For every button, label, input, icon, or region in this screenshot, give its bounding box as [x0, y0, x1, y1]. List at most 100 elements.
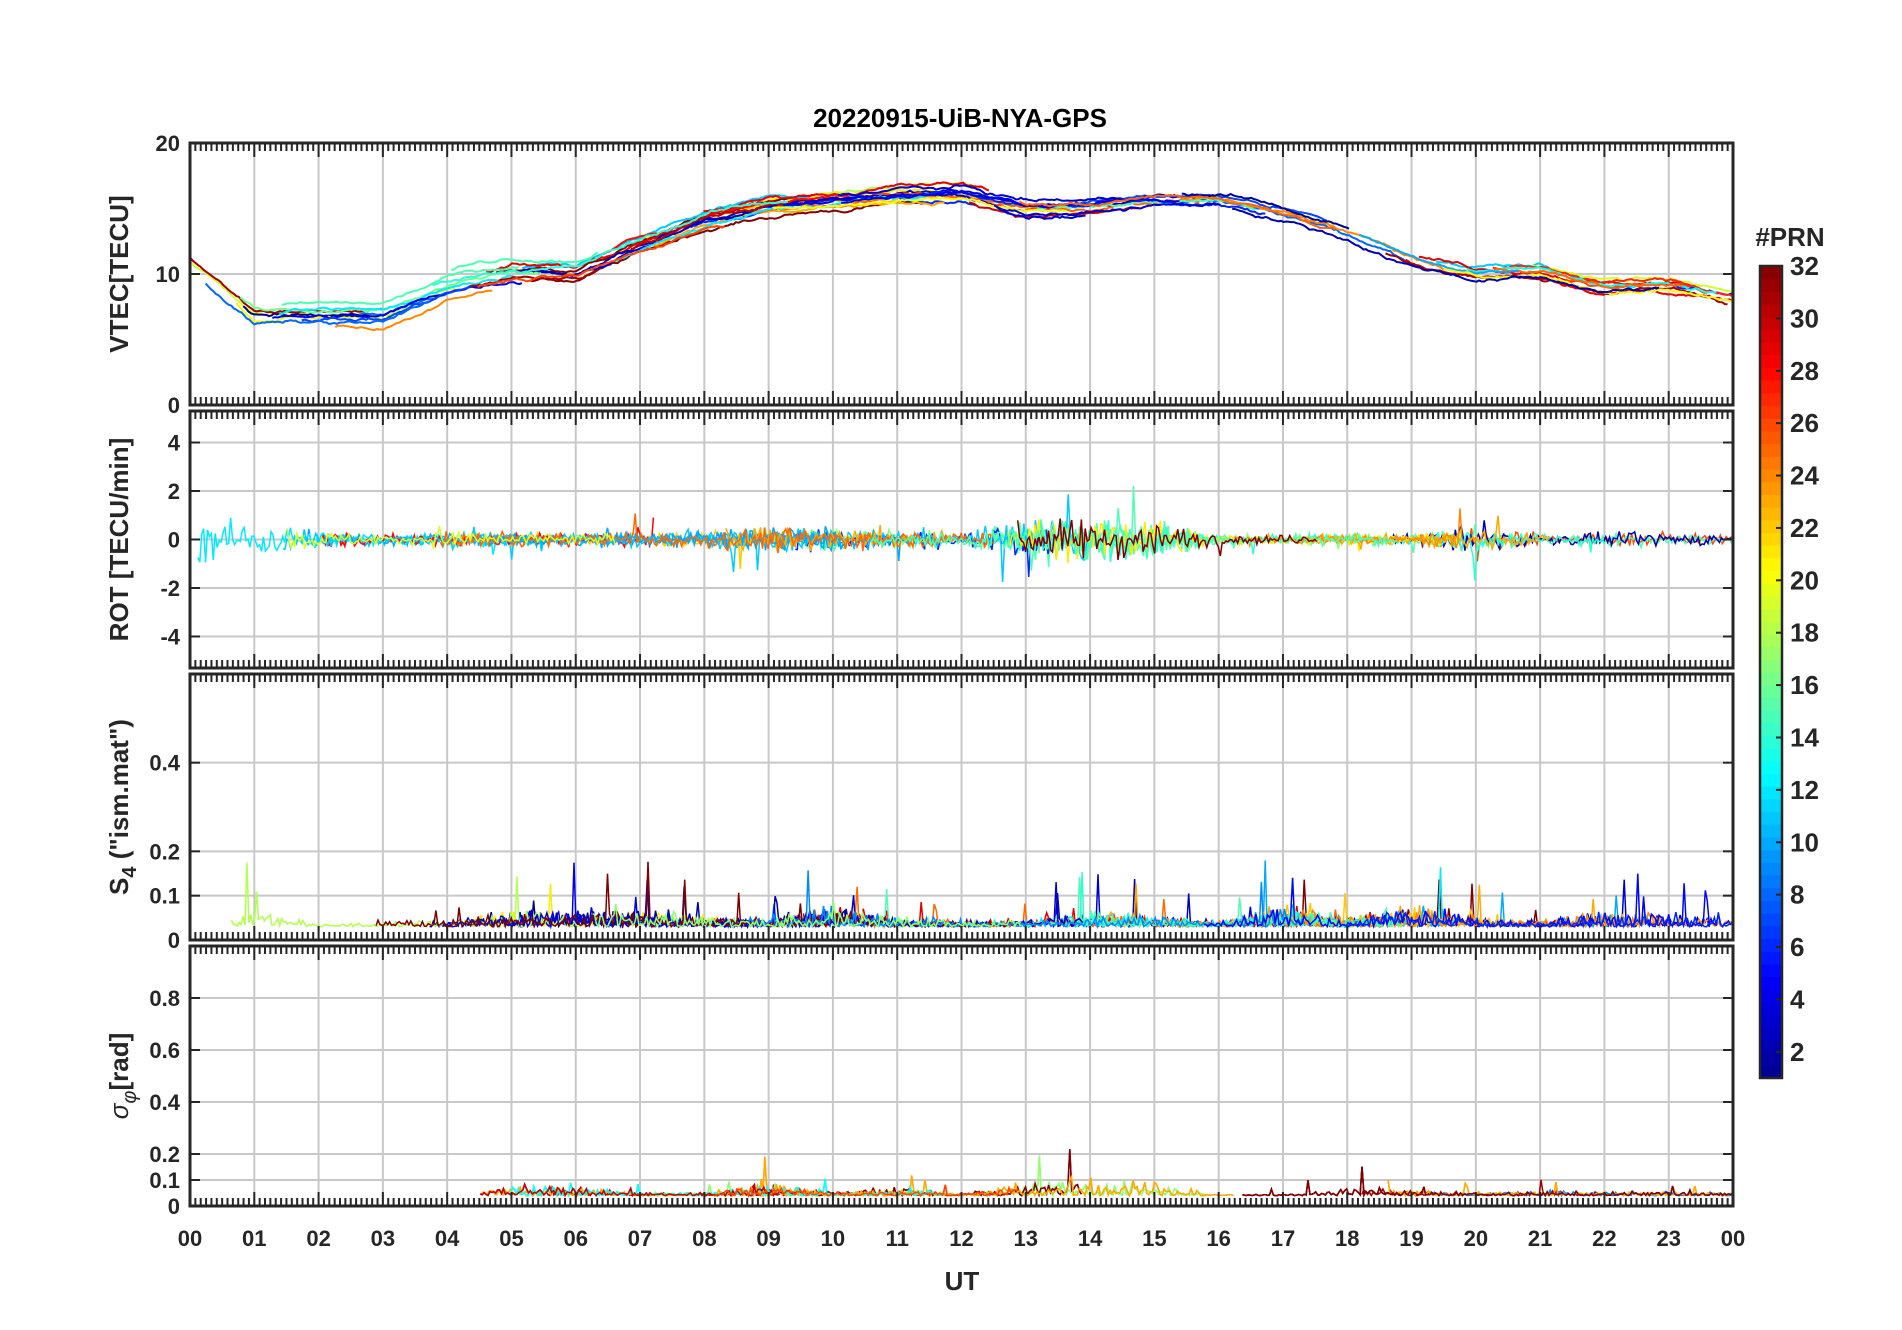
s4-series [230, 862, 581, 929]
rot-series [516, 527, 946, 562]
colorbar-tick-label: 30 [1790, 303, 1819, 333]
colorbar-segment [1760, 1027, 1782, 1041]
x-tick-label: 13 [1014, 1226, 1038, 1251]
colorbar-frame [1758, 264, 1784, 1080]
x-tick-label: 02 [306, 1226, 330, 1251]
colorbar-segment [1760, 684, 1782, 698]
colorbar-segment [1760, 798, 1782, 813]
colorbar-segment [1760, 1001, 1782, 1016]
y-tick-label: 0.2 [149, 1142, 180, 1167]
colorbar-segment [1760, 849, 1782, 863]
y-tick-label: 0 [168, 528, 180, 553]
colorbar-segment [1760, 595, 1782, 610]
s4-panel: 0 0.1 0.2 0.4 S4 ("ism.mat") [104, 672, 1735, 953]
colorbar-segment [1760, 367, 1782, 381]
colorbar-tick-label: 22 [1790, 513, 1819, 543]
vtec-series [301, 284, 475, 323]
y-axis-label: S4 ("ism.mat") [104, 719, 141, 895]
x-tick-label: 23 [1656, 1226, 1680, 1251]
colorbar-segment [1760, 519, 1782, 534]
colorbar-segment [1760, 672, 1782, 686]
colorbar-tick-label: 14 [1790, 722, 1819, 752]
rot-series [197, 517, 551, 563]
colorbar-segment [1760, 836, 1782, 851]
series-group [230, 860, 1733, 930]
colorbar-segment [1760, 304, 1782, 318]
rot-panel: -4 -2 0 2 4 ROT [TECU/min] [104, 409, 1735, 670]
vtec-series [1018, 194, 1337, 231]
colorbar-segment [1760, 557, 1782, 572]
x-tick-label: 16 [1206, 1226, 1230, 1251]
x-tick-label: 18 [1335, 1226, 1359, 1251]
rot-series [870, 520, 1395, 571]
colorbar-segment [1760, 633, 1782, 648]
vtec-series [272, 281, 523, 320]
vtec-series [1565, 278, 1708, 295]
vtec-panel: 0 10 20 VTEC[TECU] [104, 131, 1735, 418]
colorbar-segment [1760, 430, 1782, 445]
x-tick-label: 14 [1078, 1226, 1103, 1251]
s4-series [1343, 911, 1732, 930]
colorbar-segment [1760, 583, 1782, 597]
colorbar-segment [1760, 862, 1782, 876]
colorbar-segment [1760, 443, 1782, 457]
colorbar-segment [1760, 380, 1782, 394]
colorbar-segment [1760, 811, 1782, 825]
vtec-series [281, 266, 519, 306]
x-tick-label: 12 [949, 1226, 973, 1251]
x-tick-label: 11 [886, 1226, 909, 1251]
x-tick-label: 17 [1271, 1226, 1295, 1251]
sigma-phi-panel: 00.10.2 0.4 0.6 0.8 σφ[rad] [104, 944, 1735, 1219]
colorbar-tick-label: 10 [1790, 827, 1819, 857]
colorbar-tick-label: 6 [1790, 932, 1804, 962]
s4-series [747, 870, 1305, 930]
vtec-series [204, 282, 430, 326]
colorbar-tick-label: 24 [1790, 461, 1819, 491]
x-tick-label: 04 [435, 1226, 460, 1251]
x-tick-label: 01 [242, 1226, 266, 1251]
x-tick-label: 00 [1721, 1226, 1745, 1251]
colorbar-segment [1760, 951, 1782, 965]
y-tick-label: -4 [160, 624, 180, 649]
colorbar-segment [1760, 1065, 1782, 1079]
colorbar-segment [1760, 989, 1782, 1003]
y-tick-label: 0 [168, 1194, 180, 1219]
colorbar-segment [1760, 507, 1782, 521]
x-tick-label: 05 [499, 1226, 523, 1251]
vtec-series [1492, 264, 1733, 297]
colorbar-tick-label: 2 [1790, 1037, 1804, 1067]
colorbar-segment [1760, 786, 1782, 800]
colorbar-tick-label: 28 [1790, 356, 1819, 386]
colorbar-tick-label: 4 [1790, 984, 1805, 1014]
colorbar-segment [1760, 266, 1782, 280]
x-tick-label: 15 [1142, 1226, 1166, 1251]
colorbar-tick-label: 26 [1790, 408, 1819, 438]
y-axis-label: VTEC[TECU] [104, 195, 134, 352]
x-tick-label: 21 [1528, 1226, 1552, 1251]
y-tick-label: 0.4 [149, 751, 180, 776]
colorbar-segment [1760, 710, 1782, 724]
y-tick-label: 0.8 [149, 986, 180, 1011]
vtec-series [451, 251, 599, 271]
colorbar-segment [1760, 1039, 1782, 1054]
colorbar-segment [1760, 887, 1782, 901]
y-tick-label: 2 [168, 479, 180, 504]
colorbar-segment [1760, 354, 1782, 369]
x-tick-label: 06 [564, 1226, 588, 1251]
colorbar-segment [1760, 291, 1782, 305]
x-tick-labels: 00 01 02 03 04 05 06 07 08 09 10 11 12 13 14 15 16 17 18 19… [178, 1226, 1745, 1251]
colorbar-segment [1760, 469, 1782, 483]
colorbar-segment [1760, 925, 1782, 940]
s4-series [1203, 873, 1733, 930]
colorbar-segment [1760, 646, 1782, 660]
series-group [190, 181, 1733, 332]
colorbar-title: #PRN [1755, 222, 1824, 252]
colorbar-tick-label: 32 [1790, 251, 1819, 281]
vtec-series [1181, 192, 1350, 230]
colorbar-tick-label: 16 [1790, 670, 1819, 700]
y-tick-label: 10 [156, 262, 180, 287]
colorbar-segment [1760, 494, 1782, 508]
colorbar-tick-label: 8 [1790, 880, 1804, 910]
vtec-series [600, 193, 849, 256]
